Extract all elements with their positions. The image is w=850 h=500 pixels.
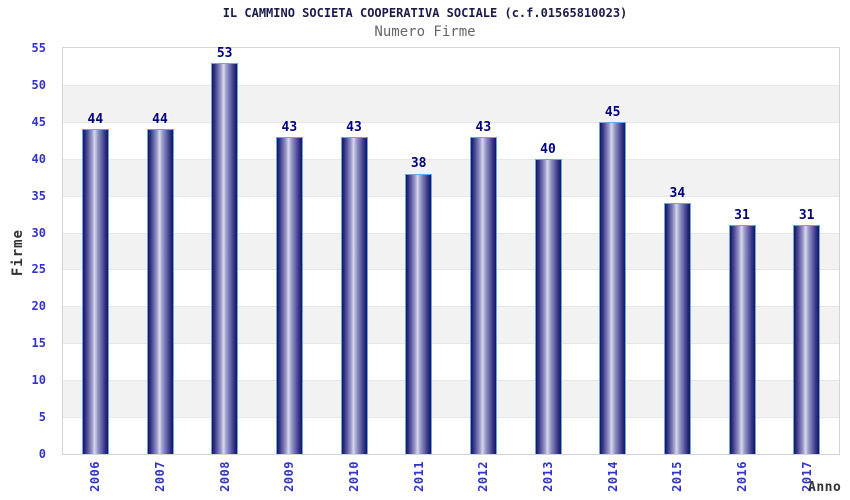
bar (275, 136, 303, 454)
y-tick-label: 35 (31, 188, 46, 203)
x-tick-label: 2010 (347, 461, 361, 492)
bar-value-label: 44 (152, 112, 168, 128)
grid-band (63, 343, 839, 381)
y-tick-label: 30 (31, 225, 46, 240)
bar-value-label: 43 (475, 119, 492, 135)
grid-band (63, 48, 839, 85)
grid-band (63, 380, 839, 418)
grid-band (63, 417, 839, 454)
x-axis-title: Anno (808, 480, 842, 495)
bar-value-label: 43 (281, 119, 298, 135)
y-tick-label: 0 (38, 447, 46, 461)
y-tick-label: 10 (31, 373, 46, 388)
bar (211, 62, 239, 454)
grid-band (63, 84, 839, 122)
grid-band (63, 269, 839, 307)
x-tick-label: 2006 (88, 461, 103, 492)
x-tick-label: 2008 (217, 461, 232, 492)
bar-value-label: 34 (669, 186, 686, 202)
bar (663, 203, 691, 454)
bar (793, 225, 821, 454)
bar (81, 129, 109, 454)
chart-title: IL CAMMINO SOCIETA COOPERATIVA SOCIALE (… (222, 6, 628, 20)
x-tick-label: 2014 (605, 461, 620, 492)
x-tick-label: 2016 (735, 461, 749, 492)
bar (728, 225, 756, 454)
bar (405, 173, 433, 454)
chart-subtitle: Numero Firme (374, 24, 476, 40)
y-tick-label: 50 (31, 77, 46, 92)
y-tick-label: 45 (31, 114, 46, 129)
bar-value-label: 31 (798, 208, 815, 224)
y-tick-label: 25 (31, 262, 46, 277)
y-tick-label: 15 (31, 336, 46, 351)
bar (146, 129, 174, 454)
bar-value-label: 38 (410, 156, 427, 172)
bar (469, 136, 497, 454)
y-tick-label: 20 (31, 299, 46, 314)
x-tick-label: 2015 (670, 461, 685, 492)
grid-band (63, 121, 839, 159)
y-tick-label: 40 (31, 151, 46, 166)
x-tick-label: 2013 (541, 461, 555, 492)
bar-value-label: 44 (87, 112, 104, 128)
bar (534, 158, 562, 454)
grid-band (63, 306, 839, 344)
bar-value-label: 43 (346, 119, 362, 135)
plot-area: 44 44 53 43 43 38 43 40 45 34 31 31 (62, 45, 840, 455)
y-tick-label: 5 (38, 410, 46, 425)
bar-value-label: 40 (540, 141, 556, 157)
bar-value-label: 45 (604, 104, 621, 120)
bar-value-label: 31 (734, 208, 750, 224)
x-tick-label: 2009 (282, 461, 297, 492)
grid-band (63, 195, 839, 233)
y-axis-ticks: 55 50 45 40 35 30 25 20 15 10 5 0 (0, 41, 46, 461)
x-tick-label: 2011 (411, 461, 426, 492)
x-tick-label: 2012 (476, 461, 491, 492)
bar-value-label: 53 (216, 45, 233, 61)
x-tick-label: 2007 (153, 461, 167, 492)
bar (599, 121, 627, 454)
y-tick-label: 55 (31, 41, 46, 55)
grid-band (63, 232, 839, 270)
grid-band (63, 158, 839, 196)
bar (340, 136, 368, 454)
